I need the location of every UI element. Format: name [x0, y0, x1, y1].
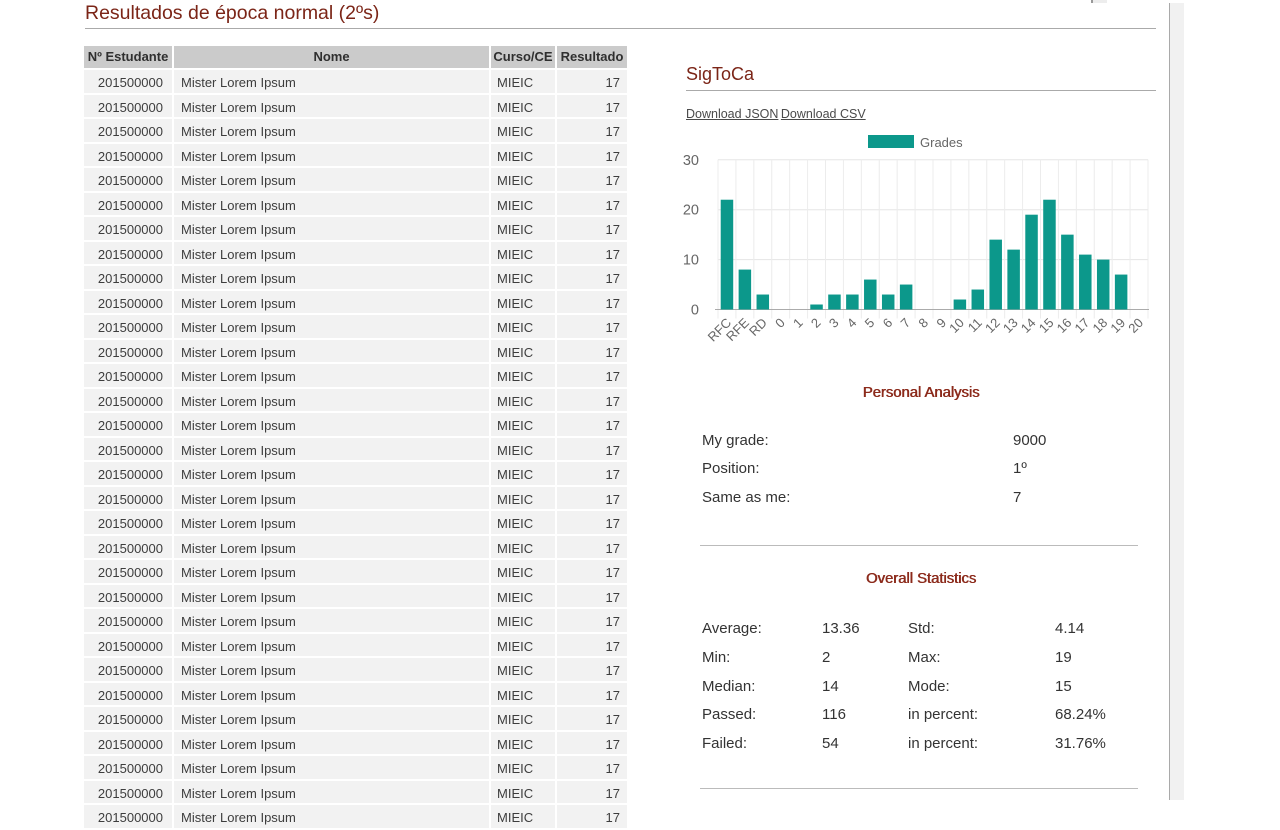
svg-text:4: 4	[844, 315, 860, 331]
svg-text:5: 5	[862, 315, 878, 331]
svg-text:1: 1	[790, 315, 806, 331]
svg-text:6: 6	[880, 315, 896, 331]
svg-text:9: 9	[933, 315, 949, 331]
svg-text:0: 0	[772, 315, 788, 331]
svg-text:7: 7	[898, 315, 914, 331]
svg-text:2: 2	[808, 315, 824, 331]
svg-text:8: 8	[915, 315, 931, 331]
svg-text:10: 10	[946, 315, 967, 336]
svg-text:20: 20	[683, 203, 699, 219]
svg-text:30: 30	[683, 153, 699, 169]
svg-text:RD: RD	[746, 315, 770, 339]
svg-text:Grades: Grades	[920, 135, 963, 150]
svg-text:10: 10	[683, 253, 699, 269]
svg-text:20: 20	[1125, 315, 1146, 336]
svg-text:3: 3	[826, 315, 842, 331]
svg-text:0: 0	[691, 303, 699, 319]
